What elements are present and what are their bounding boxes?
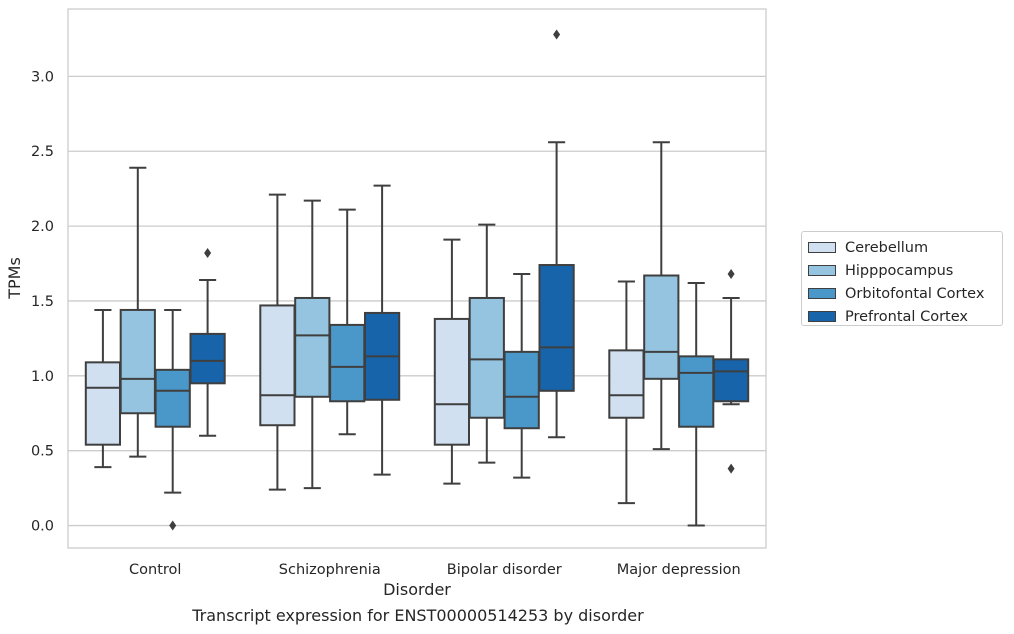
iqr-box bbox=[154, 368, 191, 428]
y-tick-label: 1.0 bbox=[31, 369, 54, 385]
iqr-box bbox=[294, 296, 331, 398]
plot-frame bbox=[67, 8, 767, 549]
x-tick-label: Control bbox=[129, 562, 181, 578]
x-axis-label: Disorder bbox=[383, 580, 451, 599]
iqr-box bbox=[84, 361, 122, 446]
legend-label: Orbitofontal Cortex bbox=[845, 285, 985, 302]
box-hipppocampus bbox=[119, 166, 156, 458]
box-hipppocampus bbox=[643, 141, 680, 451]
legend-swatch bbox=[808, 311, 836, 322]
outlier-point bbox=[727, 463, 735, 474]
box-prefrontal-cortex bbox=[538, 29, 575, 439]
outlier-point bbox=[727, 269, 735, 280]
y-tick-labels: 0.0 0.5 1.0 1.5 2.0 2.5 3.0 bbox=[31, 69, 54, 534]
legend-item: Hipppocampus bbox=[808, 259, 1002, 282]
box-cerebellum bbox=[608, 280, 645, 505]
iqr-box bbox=[119, 308, 156, 415]
y-tick-label: 2.5 bbox=[31, 144, 54, 160]
box-cerebellum bbox=[259, 193, 296, 491]
legend-label: Prefrontal Cortex bbox=[845, 308, 968, 325]
outlier-point bbox=[204, 248, 212, 259]
iqr-box bbox=[329, 323, 366, 403]
iqr-box bbox=[712, 358, 750, 403]
box-orbitofontal-cortex bbox=[329, 208, 366, 436]
box-prefrontal-cortex bbox=[712, 269, 750, 474]
iqr-box bbox=[608, 349, 645, 419]
legend-label: Hipppocampus bbox=[845, 262, 954, 279]
chart-title: Transcript expression for ENST0000051425… bbox=[192, 606, 644, 625]
iqr-box bbox=[678, 355, 715, 428]
x-tick-label: Major depression bbox=[617, 562, 741, 578]
box-orbitofontal-cortex bbox=[678, 281, 715, 527]
legend-swatch bbox=[808, 242, 836, 253]
x-tick-labels: Control Schizophrenia Bipolar disorder Majo… bbox=[129, 562, 741, 578]
legend-label: Cerebellum bbox=[845, 239, 929, 256]
legend-item: Prefrontal Cortex bbox=[808, 305, 1002, 328]
box-cerebellum bbox=[433, 238, 471, 485]
iqr-box bbox=[468, 296, 505, 419]
x-tick-label: Bipolar disorder bbox=[447, 562, 562, 578]
box-prefrontal-cortex bbox=[189, 248, 226, 437]
iqr-box bbox=[189, 332, 226, 385]
boxes bbox=[84, 29, 750, 531]
outlier-point bbox=[553, 29, 561, 40]
box-orbitofontal-cortex bbox=[503, 273, 540, 479]
y-tick-label: 2.0 bbox=[31, 219, 54, 235]
outlier-point bbox=[169, 520, 177, 531]
iqr-box bbox=[538, 264, 575, 392]
iqr-box bbox=[503, 350, 540, 430]
legend-swatch bbox=[808, 265, 836, 276]
y-tick-label: 3.0 bbox=[31, 69, 54, 85]
legend-swatch bbox=[808, 288, 836, 299]
box-hipppocampus bbox=[294, 199, 331, 490]
iqr-box bbox=[259, 304, 296, 427]
legend-item: Cerebellum bbox=[808, 236, 1002, 259]
box-cerebellum bbox=[84, 308, 122, 469]
iqr-box bbox=[643, 274, 680, 380]
y-tick-label: 0.0 bbox=[31, 519, 54, 535]
y-tick-label: 1.5 bbox=[31, 294, 54, 310]
box-prefrontal-cortex bbox=[363, 184, 401, 476]
y-axis-label: TPMs bbox=[5, 257, 24, 300]
box-orbitofontal-cortex bbox=[154, 308, 191, 531]
legend-item: Orbitofontal Cortex bbox=[808, 282, 1002, 305]
x-tick-label: Schizophrenia bbox=[279, 562, 381, 578]
legend: Cerebellum Hipppocampus Orbitofontal Corte… bbox=[801, 231, 1003, 326]
y-tick-label: 0.5 bbox=[31, 444, 54, 460]
iqr-box bbox=[433, 317, 471, 446]
box-hipppocampus bbox=[468, 223, 505, 464]
